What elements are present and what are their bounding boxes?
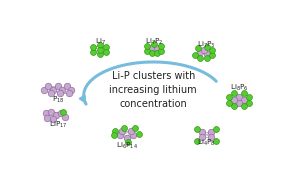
Point (124, 137, 129, 140)
Point (150, 52, 155, 55)
Point (51, 88, 56, 91)
Point (159, 44, 164, 47)
Point (204, 53, 209, 56)
Point (62, 115, 67, 118)
Point (214, 139, 219, 142)
Point (194, 139, 199, 142)
Point (120, 130, 125, 133)
Point (58, 91, 62, 94)
Point (145, 44, 150, 47)
Point (152, 43, 157, 46)
Text: Li$_4$P$_8$: Li$_4$P$_8$ (197, 138, 216, 148)
Text: P$_{18}$: P$_{18}$ (52, 95, 65, 105)
Point (198, 51, 202, 54)
Point (51, 117, 56, 120)
Point (226, 101, 231, 105)
Point (112, 134, 116, 137)
Point (202, 48, 207, 51)
Text: Li$_8$P$_6$: Li$_8$P$_6$ (230, 82, 248, 93)
Point (194, 127, 199, 130)
Text: Li$_7$P$_3$: Li$_7$P$_3$ (197, 40, 216, 50)
Point (242, 105, 246, 108)
Point (125, 140, 130, 143)
Point (128, 130, 133, 133)
Point (137, 133, 142, 136)
Point (197, 56, 202, 59)
Point (159, 50, 164, 53)
Point (121, 126, 126, 129)
Point (42, 88, 46, 91)
Point (132, 127, 137, 130)
Point (193, 53, 197, 56)
Point (237, 95, 241, 98)
Point (247, 95, 251, 98)
Point (214, 127, 219, 130)
Point (46, 85, 51, 88)
Point (60, 88, 65, 91)
Text: Li$_7$: Li$_7$ (94, 36, 105, 47)
Point (226, 95, 231, 98)
Point (44, 111, 48, 114)
Point (113, 129, 118, 132)
Text: LiP$_{17}$: LiP$_{17}$ (49, 119, 68, 130)
Point (61, 110, 66, 113)
Point (104, 50, 109, 53)
Point (66, 91, 71, 94)
Point (49, 111, 54, 114)
Point (149, 47, 154, 50)
Point (91, 50, 96, 53)
Point (208, 136, 213, 139)
Point (91, 46, 96, 49)
Point (48, 91, 53, 94)
Point (231, 92, 236, 95)
Point (200, 136, 205, 139)
Text: Li$_7$P$_2$: Li$_7$P$_2$ (145, 36, 164, 47)
Point (242, 98, 246, 101)
Point (242, 92, 246, 95)
Point (65, 85, 69, 88)
Point (131, 134, 135, 137)
Point (200, 131, 205, 134)
Point (97, 44, 102, 47)
Point (59, 111, 63, 114)
Text: Li$_6$P$_{14}$: Li$_6$P$_{14}$ (115, 141, 138, 151)
Point (104, 46, 109, 49)
Point (154, 52, 159, 55)
Point (196, 47, 201, 50)
Point (97, 53, 102, 56)
Point (97, 48, 102, 51)
Point (237, 101, 241, 105)
Point (118, 134, 123, 137)
Point (210, 54, 215, 57)
Point (210, 49, 215, 52)
Point (231, 105, 236, 108)
Text: Li-P clusters with
increasing lithium
concentration: Li-P clusters with increasing lithium co… (109, 71, 197, 109)
Point (145, 50, 150, 53)
Point (204, 56, 209, 59)
Point (69, 88, 74, 91)
Point (247, 101, 251, 105)
Point (55, 85, 60, 88)
Point (45, 116, 50, 119)
Point (208, 131, 213, 134)
Point (231, 98, 236, 101)
Point (54, 114, 59, 117)
Point (155, 47, 160, 50)
Point (205, 46, 209, 49)
